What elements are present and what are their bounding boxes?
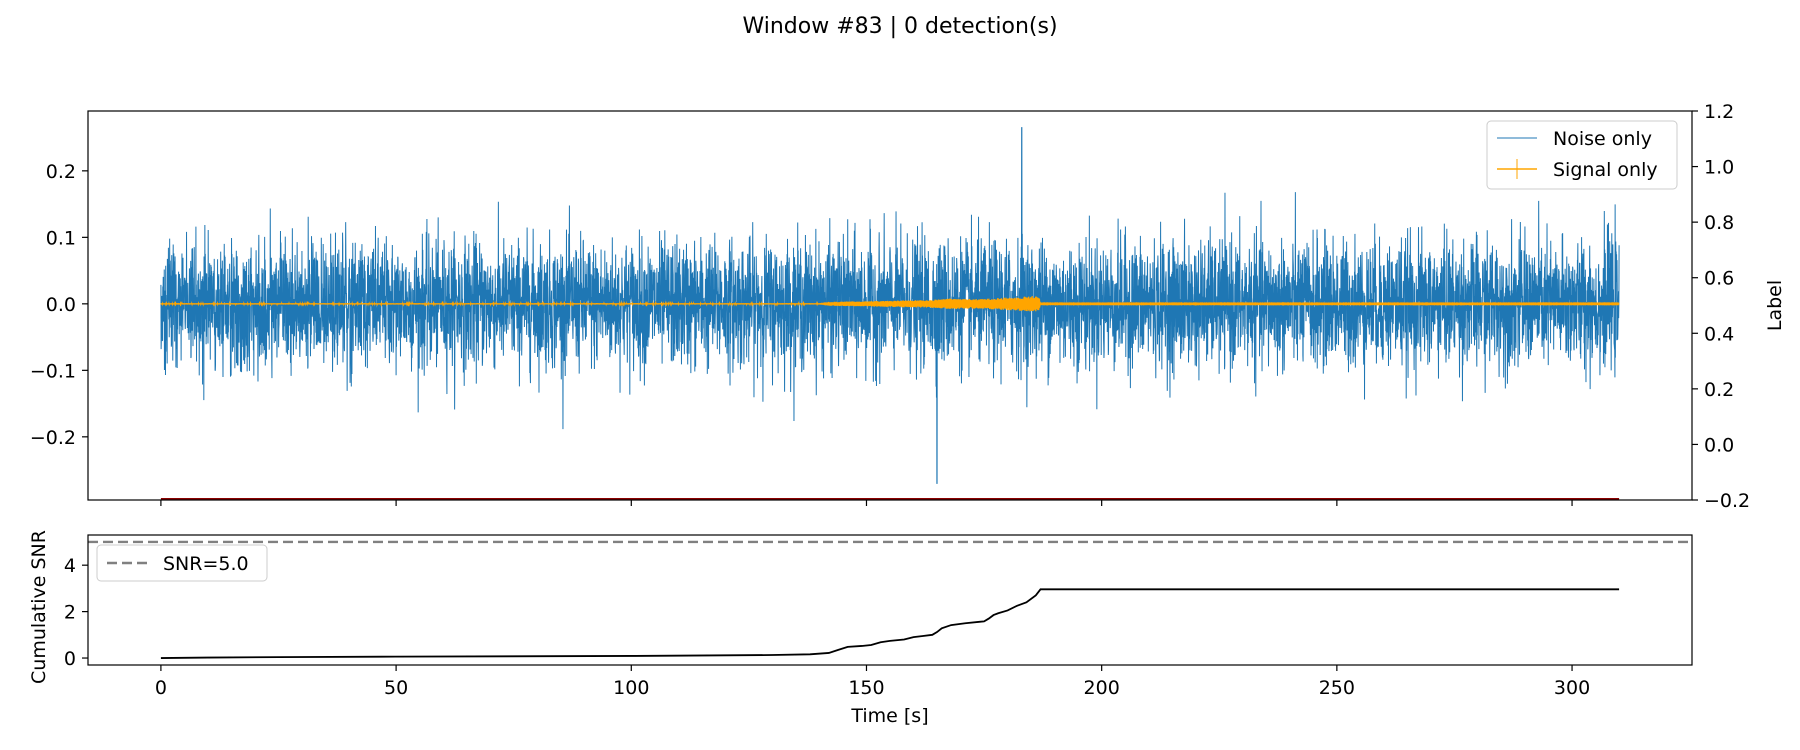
- legend-label-signal: Signal only: [1553, 159, 1658, 181]
- y2-tick-label: 0.8: [1704, 212, 1734, 234]
- top-legend: Noise only Signal only: [1486, 120, 1678, 190]
- y2-tick-label: −0.2: [1704, 490, 1750, 512]
- legend-label-threshold: SNR=5.0: [163, 553, 249, 575]
- y-tick-label: 0.0: [46, 294, 76, 316]
- x-tick-label: 0: [155, 677, 167, 699]
- x-tick-label: 150: [848, 677, 884, 699]
- figure-title: Window #83 | 0 detection(s): [742, 14, 1057, 39]
- y2-axis-label: Label: [1764, 280, 1786, 331]
- legend-box: [96, 544, 268, 582]
- x-tick-label: 250: [1319, 677, 1355, 699]
- y-tick-label: 0: [64, 648, 76, 670]
- y2-tick-label: 0.0: [1704, 434, 1734, 456]
- x-tick-label: 200: [1084, 677, 1120, 699]
- bottom-legend: SNR=5.0: [96, 544, 268, 582]
- legend-label-noise: Noise only: [1553, 128, 1652, 150]
- y-axis-label: Cumulative SNR: [28, 530, 50, 684]
- x-tick-label: 50: [384, 677, 408, 699]
- y-tick-label: −0.1: [30, 360, 76, 382]
- bottom-axes-frame: [87, 534, 1693, 666]
- x-axis-label: Time [s]: [850, 705, 928, 727]
- y-tick-label: 4: [64, 555, 76, 577]
- y-tick-label: 0.2: [46, 161, 76, 183]
- y-tick-label: 0.1: [46, 227, 76, 249]
- y2-tick-label: 1.2: [1704, 101, 1734, 123]
- x-tick-label: 300: [1554, 677, 1590, 699]
- y-tick-label: −0.2: [30, 427, 76, 449]
- y2-tick-label: 1.0: [1704, 157, 1734, 179]
- y2-tick-label: 0.2: [1704, 379, 1734, 401]
- top-axes-frame: [87, 110, 1693, 501]
- y2-tick-label: 0.6: [1704, 268, 1734, 290]
- top-axes: −0.2 −0.1 0.0 0.1 0.2 −0.2 0.0 0.2 0.4 0.6 0.8 1.0 1…: [30, 101, 1786, 512]
- x-tick-label: 100: [613, 677, 649, 699]
- cumulative-snr-line: [160, 588, 1620, 659]
- signal-only-trace: [160, 296, 1620, 312]
- y2-tick-label: 0.4: [1704, 323, 1734, 345]
- bottom-axes: 0 2 4 0 50 100 150 200 250 300 Time [s] Cumulative …: [28, 530, 1693, 727]
- y-tick-label: 2: [64, 602, 76, 624]
